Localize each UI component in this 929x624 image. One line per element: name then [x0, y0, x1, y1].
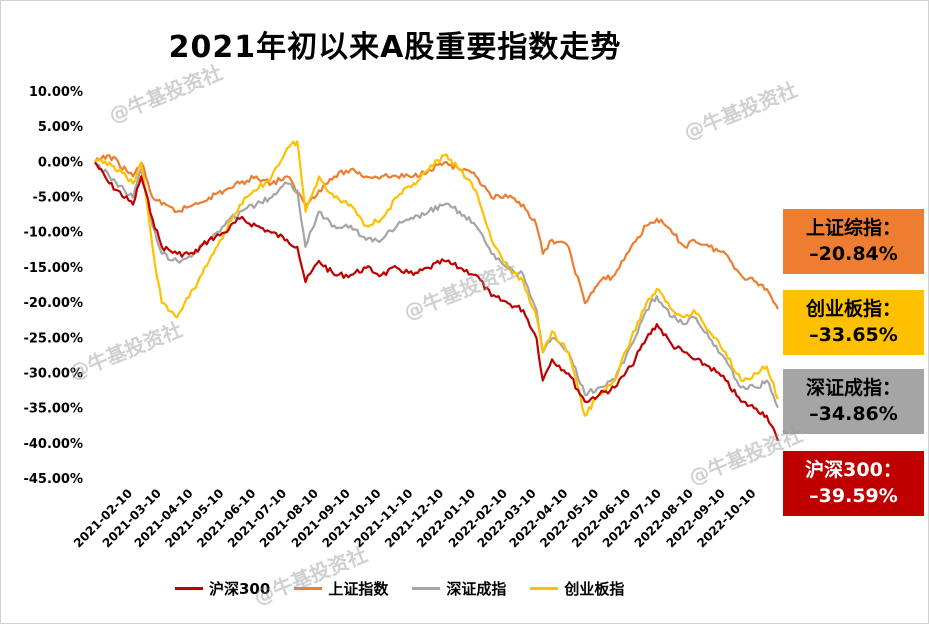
legend-swatch-icon [412, 587, 441, 590]
y-tick-label: 5.00% [38, 120, 83, 135]
y-tick-label: -15.00% [23, 261, 83, 276]
legend-item-hs300: 沪深300 [175, 578, 270, 599]
callout-label: 沪深300： [805, 458, 902, 481]
series-line-3 [94, 140, 779, 417]
legend-item-sse: 上证指数 [294, 578, 388, 599]
legend-label: 上证指数 [328, 580, 389, 598]
y-tick-label: -5.00% [33, 191, 84, 206]
y-tick-label: -10.00% [23, 226, 83, 241]
callout-sse: 上证综指： –20.84% [783, 209, 924, 274]
legend-label: 创业板指 [564, 580, 625, 598]
y-axis: 10.00% 5.00% 0.00% -5.00% -10.00% -15.00% -20.… [23, 85, 83, 487]
callout-label: 创业板指： [805, 297, 901, 320]
callout-value: –39.59% [809, 484, 898, 507]
legend-label: 深证成指 [446, 580, 507, 598]
y-tick-label: -45.00% [23, 472, 83, 487]
callout-value: –34.86% [809, 402, 898, 425]
y-tick-label: -25.00% [23, 331, 83, 346]
x-axis: 2021-02-102021-03-102021-04-102021-05-10… [71, 486, 759, 550]
y-tick-label: -20.00% [23, 296, 83, 311]
series-line-0 [94, 161, 780, 442]
callout-szse: 深证成指： –34.86% [783, 369, 924, 434]
legend-swatch-icon [294, 587, 323, 590]
series-layer [94, 140, 780, 442]
callout-chinext: 创业板指： –33.65% [783, 290, 924, 355]
y-tick-label: -40.00% [23, 437, 83, 452]
legend-item-szse: 深证成指 [412, 578, 506, 599]
callout-value: –20.84% [809, 242, 898, 265]
callout-label: 上证综指： [805, 216, 901, 239]
legend: 沪深300 上证指数 深证成指 创业板指 [175, 578, 624, 599]
callout-value: –33.65% [809, 323, 898, 346]
chart-title: 2021年初以来A股重要指数走势 [168, 30, 622, 65]
legend-label: 沪深300 [209, 580, 271, 598]
legend-swatch-icon [530, 587, 559, 590]
legend-swatch-icon [175, 587, 203, 590]
legend-item-chinext: 创业板指 [530, 578, 624, 599]
y-tick-label: -35.00% [23, 402, 83, 417]
callout-label: 深证成指： [805, 376, 901, 399]
series-line-1 [94, 154, 779, 310]
y-tick-label: 0.00% [38, 155, 83, 170]
y-tick-label: 10.00% [29, 85, 83, 100]
y-tick-label: -30.00% [23, 366, 83, 381]
callout-hs300: 沪深300： –39.59% [783, 451, 924, 516]
